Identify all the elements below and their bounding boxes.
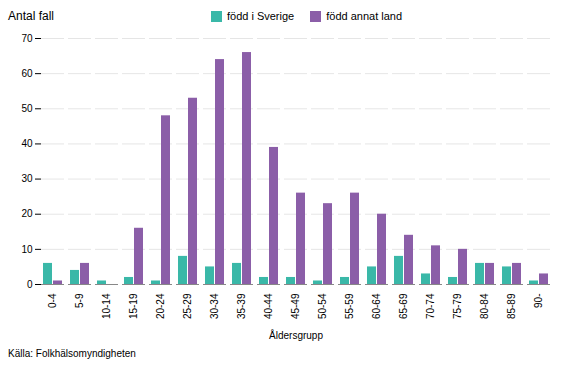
svg-text:Åldersgrupp: Åldersgrupp (269, 329, 323, 341)
html-text:född i Sverige: född i Sverige (227, 10, 295, 22)
svg-text:20-24: 20-24 (155, 293, 166, 319)
svg-text:40: 40 (21, 138, 33, 149)
html-text:född annat land: född annat land (326, 10, 403, 22)
svg-text:50-54: 50-54 (317, 293, 328, 319)
svg-text:0-4: 0-4 (47, 293, 58, 308)
svg-text:55-59: 55-59 (344, 293, 355, 319)
svg-text:25-29: 25-29 (182, 293, 193, 319)
svg-text:75-79: 75-79 (452, 293, 463, 319)
html-text:Källa: Folkhälsomyndigheten: Källa: Folkhälsomyndigheten (8, 348, 136, 359)
svg-text:65-69: 65-69 (398, 293, 409, 319)
html-text:Antal fall: Antal fall (8, 9, 54, 23)
svg-text:85-89: 85-89 (506, 293, 517, 319)
svg-text:10-14: 10-14 (101, 293, 112, 319)
svg-text:15-19: 15-19 (128, 293, 139, 319)
svg-text:10: 10 (21, 244, 33, 255)
svg-text:70: 70 (21, 33, 33, 44)
svg-text:90-: 90- (533, 294, 544, 308)
svg-text:0: 0 (27, 279, 33, 290)
svg-text:45-49: 45-49 (290, 293, 301, 319)
svg-text:40-44: 40-44 (263, 293, 274, 319)
svg-text:5-9: 5-9 (74, 293, 85, 308)
svg-text:30: 30 (21, 173, 33, 184)
svg-text:60-64: 60-64 (371, 293, 382, 319)
svg-text:30-34: 30-34 (209, 293, 220, 319)
svg-text:35-39: 35-39 (236, 293, 247, 319)
svg-text:50: 50 (21, 103, 33, 114)
svg-text:80-84: 80-84 (479, 293, 490, 319)
svg-text:60: 60 (21, 68, 33, 79)
svg-text:20: 20 (21, 208, 33, 219)
svg-text:70-74: 70-74 (425, 293, 436, 319)
